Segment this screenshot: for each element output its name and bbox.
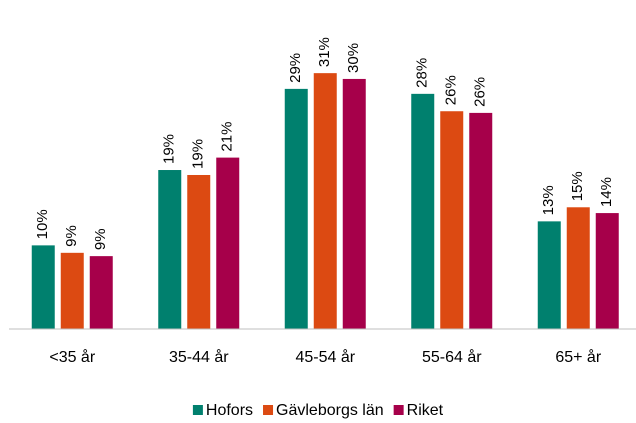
- value-label: 9%: [63, 225, 80, 247]
- value-label: 26%: [472, 77, 489, 107]
- bar: [595, 213, 619, 329]
- value-label: 21%: [219, 122, 236, 152]
- legend-label: Riket: [407, 402, 444, 419]
- value-label: 31%: [316, 37, 333, 67]
- bar: [216, 157, 240, 329]
- x-tick-label: <35 år: [49, 348, 95, 366]
- bar: [60, 252, 84, 329]
- bar: [158, 170, 182, 329]
- bar: [537, 221, 561, 329]
- bar: [89, 256, 113, 329]
- value-label: 15%: [569, 171, 586, 201]
- bar: [411, 93, 435, 330]
- legend-swatch: [263, 405, 274, 415]
- bar: [440, 111, 464, 330]
- value-label: 19%: [190, 139, 207, 169]
- legend-swatch: [192, 405, 203, 415]
- value-label: 28%: [414, 58, 431, 88]
- value-label: 10%: [34, 209, 51, 239]
- bar: [342, 78, 366, 329]
- value-label: 30%: [345, 43, 362, 73]
- value-label: 13%: [540, 185, 557, 215]
- x-tick-label: 35-44 år: [169, 348, 229, 366]
- bar: [31, 245, 55, 329]
- value-label: 9%: [92, 228, 109, 250]
- x-tick-label: 65+ år: [555, 348, 601, 366]
- bar: [469, 112, 493, 329]
- bar: [313, 73, 337, 329]
- legend-label: Hofors: [206, 402, 253, 419]
- x-tick-label: 55-64 år: [422, 348, 482, 366]
- value-label: 14%: [598, 177, 615, 207]
- x-tick-label: 45-54 år: [295, 348, 355, 366]
- value-label: 29%: [287, 53, 304, 83]
- value-label: 26%: [443, 75, 460, 105]
- legend-swatch: [393, 405, 404, 415]
- bar: [284, 88, 308, 329]
- bar: [187, 174, 211, 329]
- value-label: 19%: [161, 134, 178, 164]
- bar: [566, 207, 590, 329]
- legend-label: Gävleborgs län: [276, 402, 384, 419]
